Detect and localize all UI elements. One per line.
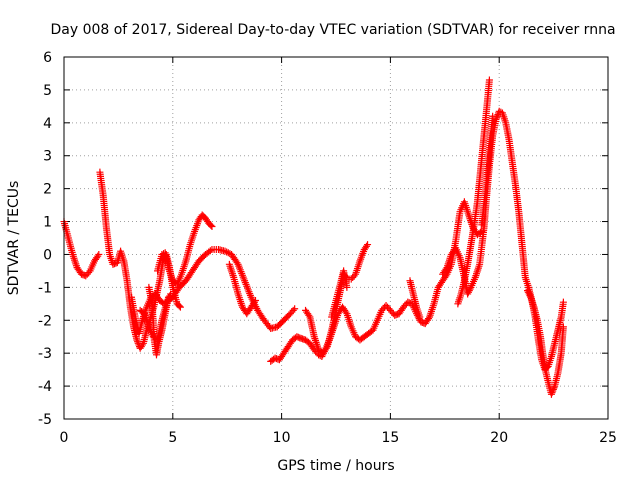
chart-title: Day 008 of 2017, Sidereal Day-to-day VTE… bbox=[50, 22, 615, 38]
data-point bbox=[464, 290, 472, 298]
axis-ticks: 0 5 10 15 20 25 -5 -4 -3 -2 -1 0 1 2 3 4 5 6 bbox=[38, 50, 617, 446]
data-point bbox=[208, 222, 216, 230]
data-point bbox=[362, 242, 370, 250]
series-segment bbox=[60, 218, 103, 280]
x-tick-label: 0 bbox=[60, 430, 69, 446]
y-axis-label: SDTVAR / TECUs bbox=[6, 181, 22, 296]
data-point bbox=[489, 112, 497, 120]
data-point bbox=[133, 336, 141, 344]
series-segment bbox=[225, 260, 259, 318]
data-point bbox=[207, 221, 215, 229]
y-tick-label: -2 bbox=[38, 313, 52, 329]
x-axis-label: GPS time / hours bbox=[277, 458, 394, 474]
series-segment bbox=[478, 112, 497, 229]
data-point bbox=[206, 247, 214, 255]
series-segment bbox=[145, 283, 172, 359]
data-point bbox=[442, 265, 450, 273]
series-segment bbox=[328, 267, 351, 321]
data-point bbox=[94, 252, 102, 260]
y-tick-label: -1 bbox=[38, 280, 52, 296]
data-point bbox=[85, 269, 93, 277]
data-point bbox=[138, 341, 146, 349]
data-points bbox=[60, 76, 567, 398]
data-point bbox=[492, 116, 500, 124]
data-point bbox=[559, 298, 567, 306]
plot-frame bbox=[63, 56, 609, 420]
data-point bbox=[251, 297, 259, 305]
data-point bbox=[221, 247, 229, 255]
data-point bbox=[466, 285, 474, 293]
data-point bbox=[549, 387, 557, 395]
data-point bbox=[424, 315, 432, 323]
y-tick-label: -3 bbox=[38, 346, 52, 362]
data-point bbox=[559, 323, 567, 331]
y-tick-label: 3 bbox=[43, 149, 52, 165]
series-segment bbox=[406, 277, 424, 321]
y-tick-label: -4 bbox=[38, 379, 52, 395]
data-point bbox=[416, 313, 424, 321]
x-tick-label: 5 bbox=[168, 430, 177, 446]
y-tick-label: 2 bbox=[43, 182, 52, 198]
grid bbox=[64, 57, 608, 419]
data-point bbox=[525, 290, 533, 298]
data-point bbox=[464, 288, 472, 296]
data-point bbox=[265, 323, 273, 331]
data-point bbox=[549, 385, 557, 393]
data-point bbox=[305, 311, 313, 319]
data-point bbox=[342, 308, 350, 316]
series-segment bbox=[154, 211, 216, 288]
data-point bbox=[523, 287, 531, 295]
data-point bbox=[526, 292, 534, 300]
y-tick-label: 4 bbox=[43, 116, 52, 132]
x-tick-label: 10 bbox=[273, 430, 291, 446]
y-tick-label: -5 bbox=[38, 412, 52, 428]
data-point bbox=[176, 303, 184, 311]
series-segment bbox=[439, 107, 567, 374]
data-point bbox=[364, 241, 372, 249]
y-tick-label: 1 bbox=[43, 215, 52, 231]
series-segment bbox=[169, 246, 299, 332]
data-point bbox=[343, 283, 351, 291]
data-point bbox=[465, 287, 473, 295]
data-point bbox=[95, 250, 103, 258]
data-point bbox=[134, 338, 142, 346]
data-point bbox=[350, 272, 358, 280]
x-tick-label: 20 bbox=[490, 430, 508, 446]
x-tick-label: 15 bbox=[381, 430, 399, 446]
data-point bbox=[224, 249, 232, 257]
data-point bbox=[291, 305, 299, 313]
data-point bbox=[289, 306, 297, 314]
data-point bbox=[550, 384, 558, 392]
data-point bbox=[322, 344, 330, 352]
data-point bbox=[250, 298, 258, 306]
data-point bbox=[175, 302, 183, 310]
x-tick-label: 25 bbox=[599, 430, 617, 446]
data-point bbox=[223, 248, 231, 256]
data-point bbox=[547, 390, 555, 398]
series-segment bbox=[267, 198, 486, 365]
data-point bbox=[485, 76, 493, 84]
data-point bbox=[495, 107, 503, 115]
data-point bbox=[524, 288, 532, 296]
y-tick-label: 6 bbox=[43, 50, 52, 66]
series-segment bbox=[523, 287, 567, 398]
y-tick-label: 5 bbox=[43, 83, 52, 99]
data-point bbox=[548, 389, 556, 397]
y-tick-label: 0 bbox=[43, 247, 52, 263]
series-segment bbox=[454, 76, 493, 308]
